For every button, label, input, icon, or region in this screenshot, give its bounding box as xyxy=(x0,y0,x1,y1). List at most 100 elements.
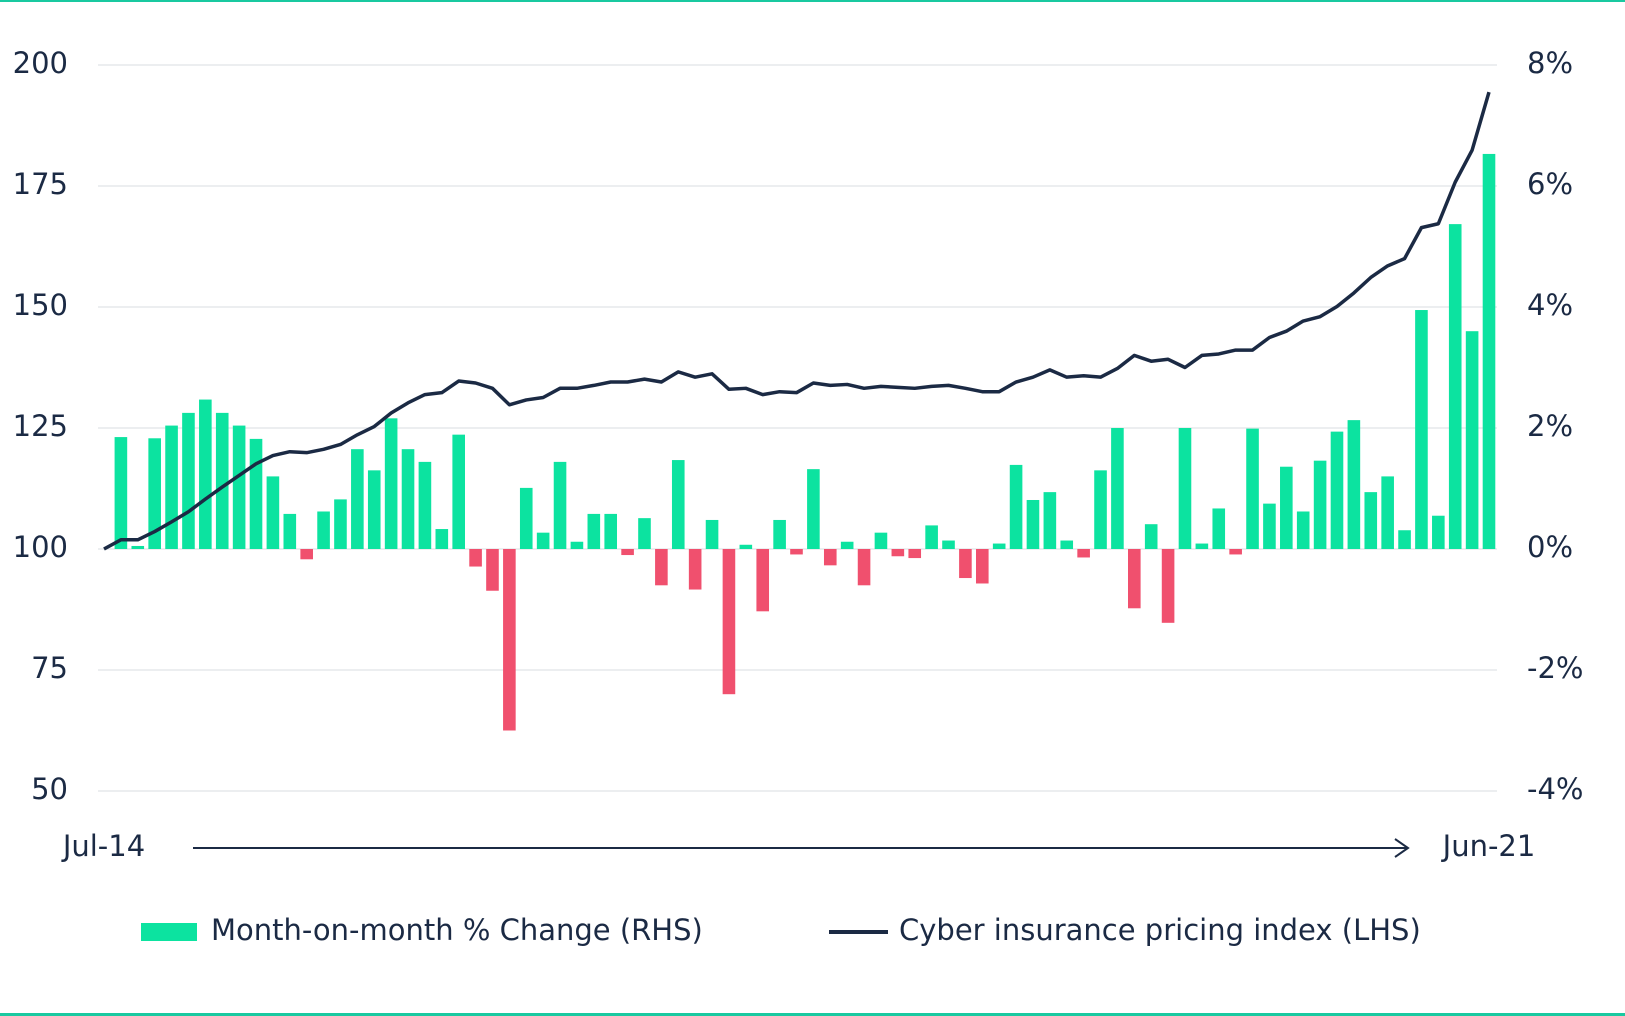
bar xyxy=(1212,508,1226,549)
bar xyxy=(519,487,533,549)
bar xyxy=(874,532,888,549)
bar xyxy=(1364,492,1378,549)
y-tick-label: 175 xyxy=(13,167,68,201)
bar xyxy=(621,549,634,556)
y2-tick-label: 6% xyxy=(1527,167,1573,201)
bar xyxy=(283,513,297,549)
y-tick-label: 50 xyxy=(31,772,68,806)
bar xyxy=(1043,492,1057,549)
bar xyxy=(688,549,702,590)
bar xyxy=(1246,428,1259,549)
bar xyxy=(1026,499,1040,549)
bar xyxy=(722,549,736,695)
bar xyxy=(823,549,837,566)
bar xyxy=(1263,503,1276,549)
bar xyxy=(1128,549,1141,609)
bar xyxy=(671,460,685,549)
bar xyxy=(857,549,871,586)
bar xyxy=(925,525,938,549)
bar xyxy=(1465,331,1479,549)
bar xyxy=(773,519,786,549)
bar xyxy=(452,434,465,549)
bar xyxy=(1313,460,1327,549)
bar xyxy=(384,418,398,549)
y2-tick-label: 8% xyxy=(1527,46,1573,80)
legend-label: Cyber insurance pricing index (LHS) xyxy=(899,913,1421,947)
bar xyxy=(266,476,280,549)
bar xyxy=(131,545,145,549)
bar xyxy=(469,549,482,567)
bar xyxy=(435,529,449,549)
y-tick-label: 100 xyxy=(13,530,68,564)
bar xyxy=(790,549,803,555)
bar xyxy=(232,425,246,549)
y2-tick-label: 4% xyxy=(1527,288,1573,322)
bar xyxy=(975,549,989,584)
top-border xyxy=(0,0,1625,2)
y2-tick-label: -4% xyxy=(1527,772,1583,806)
bar xyxy=(1280,466,1293,549)
bar xyxy=(587,513,601,549)
y-tick-label: 75 xyxy=(31,651,68,685)
y2-tick-label: 0% xyxy=(1527,530,1573,564)
bar xyxy=(1347,420,1361,549)
bar xyxy=(1094,470,1107,549)
bar xyxy=(840,541,854,549)
bar xyxy=(367,470,381,549)
bar xyxy=(1077,549,1090,558)
bar xyxy=(300,549,313,560)
bar xyxy=(536,532,550,549)
bar xyxy=(908,549,922,559)
bar xyxy=(503,549,516,731)
bar xyxy=(891,549,905,557)
bar xyxy=(1229,549,1242,555)
bar xyxy=(1330,431,1344,549)
bottom-border xyxy=(0,1013,1625,1016)
bar xyxy=(1415,310,1428,549)
bar xyxy=(1009,464,1023,549)
bar xyxy=(165,425,178,549)
bar xyxy=(1448,224,1462,550)
y-tick-label: 125 xyxy=(13,409,68,443)
bar xyxy=(992,543,1006,549)
x-tick-label: Jul-14 xyxy=(61,829,145,863)
bar xyxy=(334,499,347,549)
line xyxy=(103,91,1491,551)
bar xyxy=(199,399,212,549)
bar xyxy=(604,513,618,549)
bar xyxy=(148,438,161,549)
x-tick-label: Jun-21 xyxy=(1441,829,1536,863)
bar xyxy=(401,449,415,549)
bar xyxy=(1111,428,1124,549)
bar xyxy=(739,544,753,549)
bar xyxy=(182,412,195,549)
bar xyxy=(570,541,584,549)
bar xyxy=(249,438,263,549)
y-tick-label: 150 xyxy=(13,288,68,322)
legend-label: Month-on-month % Change (RHS) xyxy=(211,913,703,947)
bar xyxy=(1398,530,1411,549)
bar xyxy=(1060,540,1074,549)
bar xyxy=(486,549,499,591)
bar xyxy=(638,518,651,549)
bar xyxy=(317,511,330,549)
bar xyxy=(959,549,972,579)
time-arrow-head xyxy=(1394,838,1410,858)
bar xyxy=(351,449,364,549)
bar xyxy=(553,461,567,549)
y2-tick-label: -2% xyxy=(1527,651,1583,685)
bar xyxy=(1195,543,1209,549)
bar xyxy=(1178,428,1192,549)
bar xyxy=(1144,524,1158,549)
bar xyxy=(1296,511,1310,549)
bar xyxy=(807,469,820,549)
bar xyxy=(705,519,719,549)
y2-tick-label: 2% xyxy=(1527,409,1573,443)
y-tick-label: 200 xyxy=(13,46,68,80)
bar xyxy=(215,412,229,549)
bar xyxy=(114,437,128,549)
legend-swatch xyxy=(141,923,197,941)
bar xyxy=(1161,549,1175,623)
bar xyxy=(1482,153,1496,549)
